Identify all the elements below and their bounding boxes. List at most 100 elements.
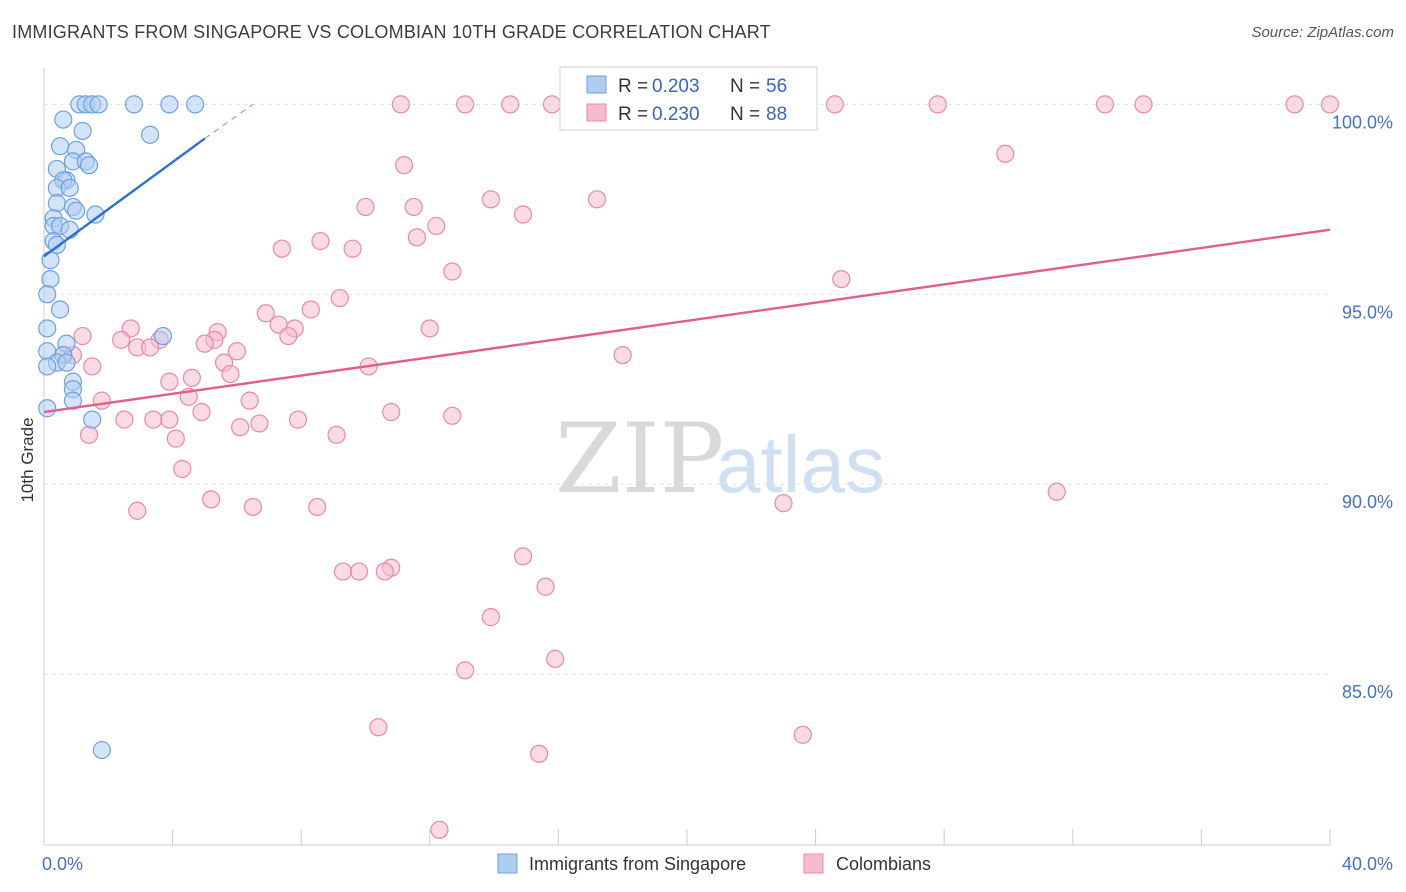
colombians-point-32 bbox=[420, 319, 439, 338]
singapore-point-5 bbox=[160, 95, 179, 114]
x-tick-min: 0.0% bbox=[42, 854, 83, 874]
colombians-point-35 bbox=[73, 326, 92, 346]
singapore-points bbox=[38, 95, 205, 760]
legend-r-value-1: 0.203 bbox=[652, 76, 700, 97]
singapore-point-3 bbox=[89, 95, 108, 114]
colombians-point-14 bbox=[481, 190, 500, 209]
colombians-point-58 bbox=[115, 410, 134, 429]
colombians-point-66 bbox=[79, 425, 99, 444]
colombians-point-27 bbox=[301, 300, 320, 319]
colombians-point-79 bbox=[536, 577, 555, 596]
colombians-point-81 bbox=[546, 649, 565, 668]
colombians-point-64 bbox=[327, 425, 346, 444]
colombians-point-84 bbox=[793, 725, 812, 744]
y-tick-labels: 85.0% 90.0% 95.0% 100.0% bbox=[1332, 112, 1393, 702]
colombians-point-25 bbox=[832, 269, 851, 289]
colombians-point-18 bbox=[513, 205, 533, 224]
colombians-point-54 bbox=[92, 391, 111, 410]
legend-n-label-1: N = bbox=[730, 76, 760, 97]
chart-title: IMMIGRANTS FROM SINGAPORE VS COLOMBIAN 1… bbox=[12, 22, 771, 42]
legend-swatch-singapore bbox=[586, 75, 607, 94]
singapore-point-45 bbox=[38, 399, 57, 418]
gridlines bbox=[44, 103, 1330, 675]
colombians-point-13 bbox=[996, 144, 1015, 163]
y-tick-90: 90.0% bbox=[1342, 492, 1393, 512]
colombians-point-16 bbox=[356, 197, 375, 217]
colombians-point-12 bbox=[394, 156, 414, 175]
singapore-point-27 bbox=[60, 220, 79, 239]
colombians-point-70 bbox=[243, 497, 263, 517]
singapore-point-30 bbox=[41, 251, 60, 270]
colombians-point-69 bbox=[202, 490, 221, 509]
colombians-point-73 bbox=[774, 494, 793, 513]
singapore-point-34 bbox=[38, 319, 57, 338]
colombians-point-86 bbox=[430, 820, 449, 839]
colombians-point-41 bbox=[140, 338, 160, 357]
colombians-point-71 bbox=[128, 501, 147, 520]
colombians-point-3 bbox=[542, 95, 562, 114]
colombians-point-43 bbox=[613, 345, 632, 365]
colombians-point-42 bbox=[227, 342, 246, 361]
x-tick-max: 40.0% bbox=[1342, 854, 1393, 874]
singapore-point-24 bbox=[86, 205, 105, 224]
colombians-point-22 bbox=[343, 239, 362, 258]
watermark-atlas: atlas bbox=[716, 420, 885, 509]
colombians-point-7 bbox=[928, 95, 947, 114]
colombians-point-20 bbox=[407, 228, 427, 247]
colombians-point-62 bbox=[250, 414, 269, 433]
colombians-point-49 bbox=[221, 364, 240, 384]
colombians-point-21 bbox=[311, 232, 330, 251]
singapore-trend-line bbox=[43, 137, 206, 258]
colombians-point-75 bbox=[333, 562, 353, 581]
legend-r-label-1: R = bbox=[618, 76, 648, 97]
series-legend: Immigrants from Singapore Colombians bbox=[497, 853, 931, 874]
colombians-point-56 bbox=[382, 402, 401, 422]
colombians-point-11 bbox=[1320, 95, 1340, 114]
colombians-point-59 bbox=[144, 410, 163, 429]
singapore-point-41 bbox=[38, 357, 57, 376]
colombians-point-61 bbox=[288, 410, 308, 429]
colombians-point-10 bbox=[1285, 95, 1304, 114]
colombians-point-53 bbox=[240, 391, 259, 410]
colombians-point-83 bbox=[369, 718, 388, 737]
colombians-point-15 bbox=[587, 190, 607, 209]
colombians-point-48 bbox=[83, 357, 102, 376]
watermark-zip: ZIP bbox=[555, 403, 724, 515]
legend-n-label-2: N = bbox=[730, 104, 760, 125]
watermark: ZIP atlas bbox=[555, 403, 885, 515]
singapore-point-40 bbox=[57, 353, 76, 372]
colombians-point-67 bbox=[173, 459, 192, 479]
singapore-point-33 bbox=[50, 300, 70, 319]
colombians-point-19 bbox=[427, 216, 446, 236]
colombians-point-34 bbox=[279, 326, 298, 346]
colombians-point-80 bbox=[481, 608, 500, 627]
singapore-point-20 bbox=[47, 194, 66, 213]
singapore-point-19 bbox=[60, 178, 79, 198]
colombians-point-2 bbox=[501, 95, 520, 114]
axes bbox=[43, 68, 1331, 846]
y-tick-100: 100.0% bbox=[1332, 112, 1393, 132]
colombians-point-57 bbox=[443, 406, 462, 425]
source-label: Source: ZipAtlas.com bbox=[1251, 24, 1394, 41]
legend-r-label-2: R = bbox=[618, 104, 648, 125]
colombians-point-65 bbox=[166, 429, 185, 448]
y-axis-label: 10th Grade bbox=[18, 417, 37, 502]
singapore-point-9 bbox=[140, 125, 160, 144]
legend-n-value-1: 56 bbox=[766, 76, 787, 97]
bottom-swatch-singapore bbox=[497, 853, 518, 874]
colombians-point-6 bbox=[825, 95, 844, 114]
colombians-point-24 bbox=[443, 262, 462, 281]
colombians-point-17 bbox=[404, 197, 423, 217]
legend-n-value-2: 88 bbox=[766, 104, 787, 125]
colombians-point-36 bbox=[112, 330, 131, 349]
singapore-point-32 bbox=[38, 285, 57, 304]
colombians-point-51 bbox=[160, 372, 179, 391]
colombians-trend-line bbox=[43, 228, 1331, 414]
singapore-point-14 bbox=[79, 156, 99, 175]
legend-r-value-2: 0.230 bbox=[652, 104, 700, 125]
colombians-point-1 bbox=[456, 95, 475, 114]
colombians-point-78 bbox=[375, 562, 394, 581]
singapore-point-22 bbox=[67, 201, 86, 220]
colombians-point-50 bbox=[182, 368, 201, 387]
